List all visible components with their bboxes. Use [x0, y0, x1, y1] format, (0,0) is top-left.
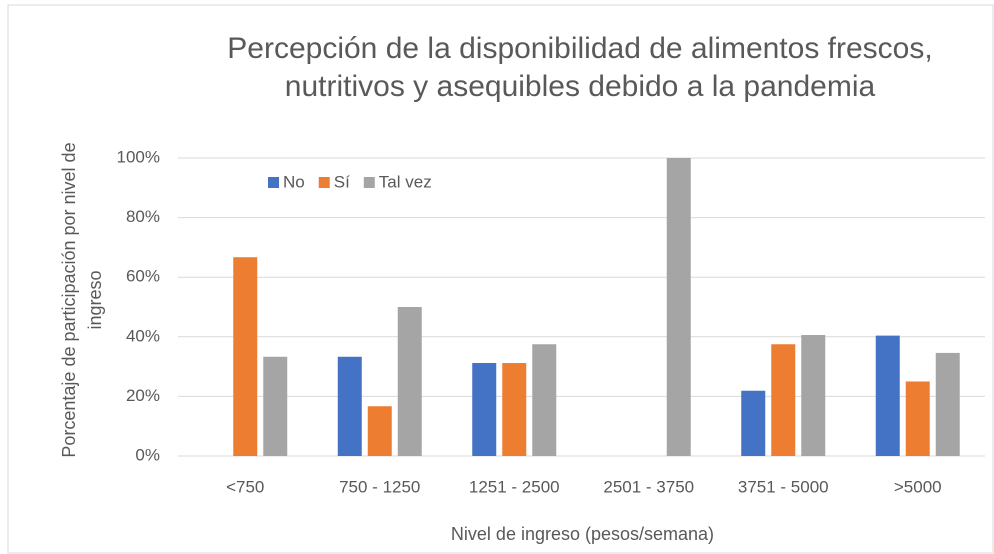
y-tick-label: 40% — [126, 326, 160, 345]
x-tick-label: <750 — [226, 477, 264, 496]
chart-title: Percepción de la disponibilidad de alime… — [227, 32, 933, 103]
y-axis-label: Porcentaje de participación por nivel de… — [59, 142, 105, 458]
y-tick-label: 100% — [117, 147, 160, 166]
bar — [935, 352, 960, 456]
x-tick-label: 3751 - 5000 — [738, 477, 829, 496]
x-tick-label: >5000 — [894, 477, 942, 496]
bar — [875, 335, 900, 456]
legend-label: Tal vez — [379, 172, 432, 191]
legend-swatch — [363, 177, 375, 188]
bar — [502, 363, 527, 456]
bar — [367, 406, 392, 456]
x-tick-label: 2501 - 3750 — [603, 477, 694, 496]
y-tick-label: 0% — [135, 445, 160, 464]
bar — [666, 158, 691, 456]
bar — [397, 307, 422, 456]
bar — [472, 363, 497, 456]
y-tick-label: 80% — [126, 207, 160, 226]
bar — [905, 381, 930, 456]
x-tick-label: 1251 - 2500 — [469, 477, 560, 496]
bar — [337, 356, 362, 456]
legend-label: Sí — [334, 172, 350, 191]
chart-frame — [7, 4, 994, 554]
bar — [741, 390, 766, 456]
legend-swatch — [318, 177, 330, 188]
bar — [263, 356, 288, 456]
x-axis-label: Nivel de ingreso (pesos/semana) — [450, 524, 715, 544]
y-tick-label: 20% — [126, 386, 160, 405]
legend-label: No — [283, 172, 305, 191]
bar — [233, 257, 258, 456]
x-tick-label: 750 - 1250 — [339, 477, 420, 496]
bar — [532, 344, 557, 456]
legend-swatch — [268, 177, 279, 188]
bar — [771, 344, 796, 456]
y-tick-label: 60% — [126, 267, 160, 286]
bar — [801, 335, 826, 456]
